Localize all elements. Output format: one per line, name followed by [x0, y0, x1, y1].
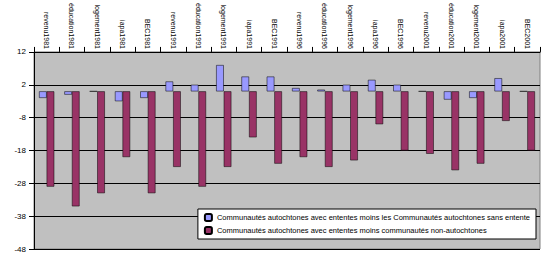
svg-text:logement1981: logement1981	[93, 5, 101, 49]
svg-text:BEC1996: BEC1996	[397, 19, 404, 49]
svg-text:iapa2001: iapa2001	[498, 20, 506, 49]
svg-text:-48: -48	[14, 245, 26, 254]
svg-text:BEC1991: BEC1991	[271, 19, 278, 49]
svg-text:éducation1991: éducation1991	[195, 3, 202, 49]
svg-text:-38: -38	[14, 212, 26, 221]
svg-text:logement1996: logement1996	[346, 5, 354, 49]
svg-text:2: 2	[22, 80, 27, 89]
svg-text:éducation1996: éducation1996	[321, 3, 328, 49]
svg-text:iapa1991: iapa1991	[245, 20, 253, 49]
svg-text:BEC2001: BEC2001	[524, 19, 531, 49]
svg-text:12: 12	[17, 47, 26, 56]
svg-text:revenu1991: revenu1991	[170, 12, 177, 49]
svg-text:iapa1996: iapa1996	[371, 20, 379, 49]
svg-text:-8: -8	[19, 113, 27, 122]
svg-text:-28: -28	[14, 179, 26, 188]
svg-text:revenu2001: revenu2001	[423, 12, 430, 49]
svg-text:revenu1996: revenu1996	[296, 12, 303, 49]
svg-text:logement1991: logement1991	[219, 5, 227, 49]
svg-text:logement2001: logement2001	[472, 5, 480, 49]
svg-text:éducation2001: éducation2001	[448, 3, 455, 49]
svg-text:iapa1981: iapa1981	[118, 20, 126, 49]
svg-text:Communautés autochtones avec e: Communautés autochtones avec ententes mo…	[217, 213, 530, 222]
svg-text:Communautés autochtones avec e: Communautés autochtones avec ententes mo…	[217, 226, 487, 235]
svg-text:éducation1981: éducation1981	[68, 3, 75, 49]
svg-text:BEC1981: BEC1981	[144, 19, 151, 49]
svg-text:revenu1981: revenu1981	[43, 12, 50, 49]
svg-text:-18: -18	[14, 146, 26, 155]
